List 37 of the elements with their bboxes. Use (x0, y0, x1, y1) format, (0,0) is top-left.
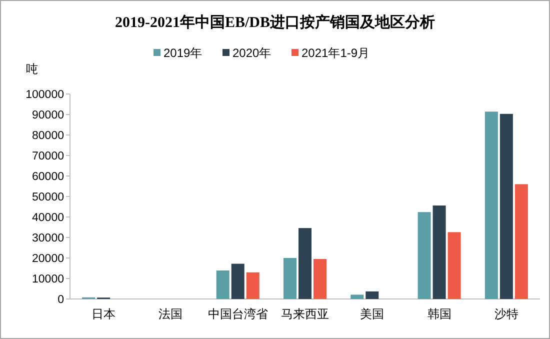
chart-title: 2019-2021年中国EB/DB进口按产销国及地区分析 (114, 14, 436, 31)
y-tick-label: 40000 (32, 212, 64, 224)
y-tick-label: 30000 (32, 232, 64, 244)
y-tick-label: 10000 (32, 274, 64, 286)
bar (484, 112, 498, 299)
y-tick-label: 20000 (32, 253, 64, 265)
y-tick-label: 0 (58, 294, 64, 306)
x-tick-label: 美国 (360, 307, 384, 321)
x-tick-label: 韩国 (427, 307, 452, 321)
y-tick-label: 80000 (32, 130, 64, 142)
y-tick-label: 50000 (32, 192, 64, 204)
legend-label: 2020年 (232, 46, 272, 60)
bar (298, 228, 312, 299)
x-tick-label: 日本 (92, 307, 116, 321)
bar (216, 270, 230, 299)
bar (284, 258, 296, 299)
legend-label: 2021年1-9月 (302, 46, 370, 60)
bar (418, 212, 431, 299)
y-tick-label: 60000 (32, 171, 64, 183)
bar (350, 294, 364, 299)
y-tick-label: 100000 (26, 89, 64, 101)
bar (231, 264, 244, 299)
y-axis-title: 吨 (26, 62, 38, 76)
bar (432, 206, 446, 299)
y-tick-label: 90000 (32, 110, 64, 122)
legend-label: 2019年 (164, 46, 202, 60)
bar (246, 272, 260, 299)
x-tick-label: 中国台湾省 (208, 307, 268, 321)
bar (500, 114, 513, 299)
x-tick-label: 马来西亚 (281, 307, 329, 321)
bar (314, 259, 326, 299)
bar (514, 184, 528, 299)
bar (366, 291, 379, 299)
y-tick-label: 70000 (32, 150, 64, 162)
x-tick-label: 沙特 (494, 307, 518, 321)
x-tick-label: 法国 (158, 307, 183, 321)
bar (448, 232, 461, 299)
